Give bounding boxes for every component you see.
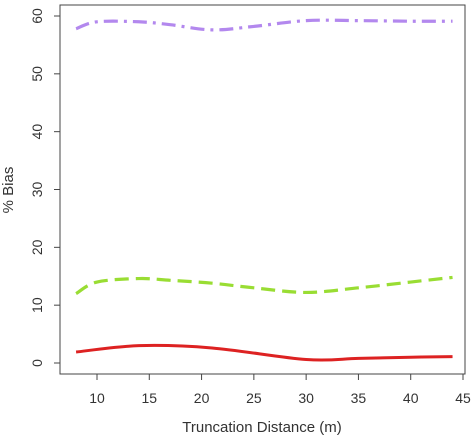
x-tick-label: 20 xyxy=(194,390,210,406)
x-tick-label: 10 xyxy=(89,390,105,406)
y-tick-label: 20 xyxy=(29,239,45,255)
y-tick-label: 0 xyxy=(29,359,45,367)
y-tick-label: 10 xyxy=(29,297,45,313)
y-tick-label: 40 xyxy=(29,124,45,140)
y-tick-label: 50 xyxy=(29,66,45,82)
series-line-dashed xyxy=(75,275,453,295)
plot-frame xyxy=(59,4,466,375)
x-tick-label: 30 xyxy=(298,390,314,406)
series-line-solid xyxy=(75,343,453,362)
x-tick-label: 45 xyxy=(455,390,471,406)
y-tick-label: 30 xyxy=(29,182,45,198)
x-tick-label: 35 xyxy=(351,390,367,406)
x-tick-label: 25 xyxy=(246,390,262,406)
y-tick-label: 60 xyxy=(29,8,45,24)
series-line-dot-dash xyxy=(75,18,453,32)
x-tick-label: 40 xyxy=(403,390,419,406)
x-axis-title: Truncation Distance (m) xyxy=(182,419,342,436)
y-axis: 0 10 20 30 40 50 60 xyxy=(29,8,60,367)
series-layer xyxy=(75,18,453,362)
x-axis: 10 15 20 25 30 35 40 45 xyxy=(89,374,471,406)
x-tick-label: 15 xyxy=(141,390,157,406)
y-axis-title: % Bias xyxy=(0,167,17,214)
